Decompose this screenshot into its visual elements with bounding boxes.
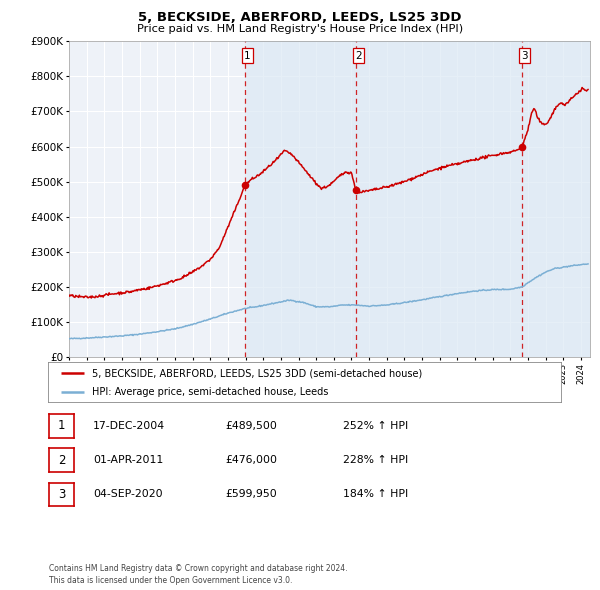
Text: 5, BECKSIDE, ABERFORD, LEEDS, LS25 3DD: 5, BECKSIDE, ABERFORD, LEEDS, LS25 3DD [138, 11, 462, 24]
Text: 17-DEC-2004: 17-DEC-2004 [93, 421, 165, 431]
Bar [245, 41, 356, 357]
Text: 1: 1 [244, 51, 251, 61]
Text: 2: 2 [58, 454, 65, 467]
Text: 1: 1 [58, 419, 65, 432]
Text: 04-SEP-2020: 04-SEP-2020 [93, 490, 163, 499]
Text: £599,950: £599,950 [225, 490, 277, 499]
Text: Contains HM Land Registry data © Crown copyright and database right 2024.
This d: Contains HM Land Registry data © Crown c… [49, 565, 348, 585]
Text: 2: 2 [355, 51, 362, 61]
Text: HPI: Average price, semi-detached house, Leeds: HPI: Average price, semi-detached house,… [92, 386, 328, 396]
Text: 3: 3 [521, 51, 528, 61]
Text: 3: 3 [58, 488, 65, 501]
Text: £476,000: £476,000 [225, 455, 277, 465]
Text: 228% ↑ HPI: 228% ↑ HPI [343, 455, 409, 465]
Text: 01-APR-2011: 01-APR-2011 [93, 455, 163, 465]
Text: Price paid vs. HM Land Registry's House Price Index (HPI): Price paid vs. HM Land Registry's House … [137, 24, 463, 34]
Text: 252% ↑ HPI: 252% ↑ HPI [343, 421, 409, 431]
Text: 5, BECKSIDE, ABERFORD, LEEDS, LS25 3DD (semi-detached house): 5, BECKSIDE, ABERFORD, LEEDS, LS25 3DD (… [92, 368, 422, 378]
Bar [356, 41, 590, 357]
Text: £489,500: £489,500 [225, 421, 277, 431]
Text: 184% ↑ HPI: 184% ↑ HPI [343, 490, 409, 499]
